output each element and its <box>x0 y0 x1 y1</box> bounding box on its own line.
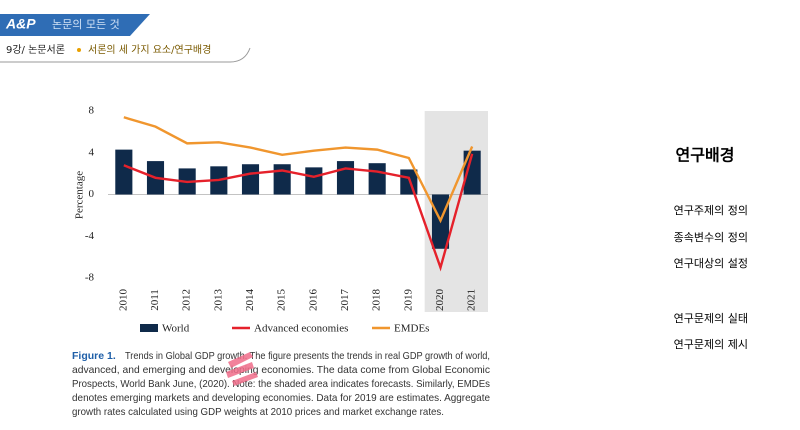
bullet <box>77 48 81 52</box>
logo: A&P <box>5 16 36 32</box>
side-item: 연구문제의 실태 <box>674 312 748 325</box>
caption-line: Prospects, World Bank June, (2020). Note… <box>72 378 490 390</box>
bar <box>241 164 260 195</box>
side-item: 연구대상의 설정 <box>674 257 748 270</box>
banner-title: 논문의 모든 것 <box>52 18 120 31</box>
line-series <box>123 153 474 272</box>
y-tick-label: 8 <box>89 105 95 117</box>
bar <box>463 150 481 195</box>
banner <box>0 14 150 36</box>
x-tick-label: 2017 <box>339 289 351 312</box>
caption-line: advanced, and emerging and developing ec… <box>72 364 490 376</box>
legend-swatch <box>140 324 158 332</box>
bar <box>305 167 323 195</box>
header-rule <box>0 47 251 63</box>
y-tick-label: 0 <box>89 188 95 200</box>
caption-line: growth rates calculated using GDP weight… <box>72 406 444 418</box>
legend-label: World <box>162 323 190 335</box>
bar <box>336 161 355 195</box>
y-tick-label: -4 <box>85 230 95 242</box>
x-tick-label: 2012 <box>181 289 193 311</box>
x-tick-label: 2018 <box>371 289 383 312</box>
x-tick-label: 2010 <box>117 289 129 312</box>
side-item: 연구문제의 제시 <box>674 338 748 351</box>
y-axis-label: Percentage <box>74 171 86 219</box>
x-tick-label: 2019 <box>402 289 414 312</box>
x-tick-label: 2013 <box>212 289 224 312</box>
y-tick-label: -8 <box>85 272 95 284</box>
line-series <box>123 116 474 224</box>
highlighter-marks <box>226 352 258 386</box>
x-tick-label: 2015 <box>276 289 288 312</box>
x-tick-label: 2016 <box>307 289 319 312</box>
bar <box>368 163 386 195</box>
caption-label: Figure 1. <box>72 350 116 362</box>
x-tick-label: 2011 <box>149 289 161 311</box>
side-title: 연구배경 <box>676 146 735 165</box>
bar <box>400 169 418 195</box>
bar <box>273 164 291 195</box>
caption-line: denotes emerging markets and developing … <box>72 392 490 404</box>
topic: 서론의 세 가지 요소/연구배경 <box>88 43 211 56</box>
legend-label: EMDEs <box>394 323 429 335</box>
x-tick-label: 2020 <box>434 289 446 312</box>
legend-label: Advanced economies <box>254 323 348 335</box>
side-item: 종속변수의 정의 <box>674 231 748 244</box>
x-tick-label: 2021 <box>466 289 478 311</box>
x-tick-label: 2014 <box>244 289 256 312</box>
bar <box>115 149 133 195</box>
caption-line: Trends in Global GDP growth. The figure … <box>125 350 490 362</box>
y-tick-label: 4 <box>89 146 95 158</box>
side-item: 연구주제의 정의 <box>674 204 748 217</box>
lecture: 9강/ 논문서론 <box>6 44 65 56</box>
